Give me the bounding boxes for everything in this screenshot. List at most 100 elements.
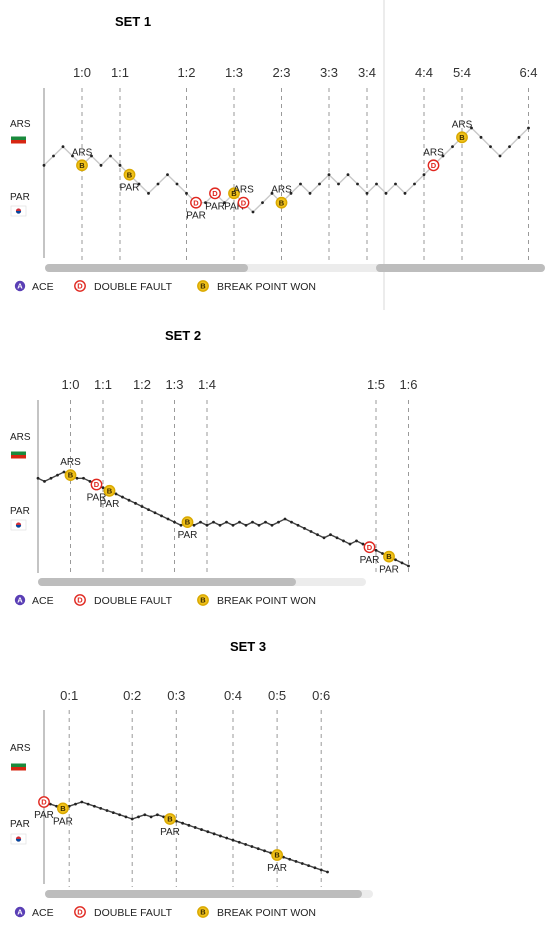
momentum-point (175, 182, 179, 186)
game-score-label: 3:3 (320, 65, 338, 80)
double-fault-icon: D (74, 280, 86, 292)
flag-stripe-white (11, 448, 26, 452)
momentum-point (403, 191, 407, 195)
break-point-icon-letter: B (459, 133, 465, 142)
event-label: PAR (205, 201, 225, 212)
momentum-point (374, 548, 378, 552)
double-fault-icon-letter: D (241, 198, 247, 207)
momentum-point (137, 182, 141, 186)
legend-break-point: BREAK POINT WON (217, 595, 316, 607)
momentum-point (166, 517, 170, 521)
momentum-point (200, 828, 203, 831)
break-point-icon-circle (164, 813, 176, 825)
momentum-point (156, 813, 159, 817)
break-point-icon: B (383, 550, 395, 563)
legend-ace: ACE (32, 281, 54, 293)
set-3-chart: SET 3 ARS PAR 0:1 0:2 0:3 0:4 0:5 0:6 D PAR B PAR B PA… (10, 639, 373, 919)
momentum-point (263, 849, 266, 853)
game-score-label: 0:2 (123, 688, 141, 703)
game-score-label: 0:5 (268, 688, 286, 703)
momentum-point (238, 520, 241, 524)
momentum-point (80, 800, 84, 804)
momentum-point (508, 145, 511, 149)
momentum-point (206, 830, 210, 834)
double-fault-icon: D (363, 541, 376, 554)
momentum-point (361, 542, 365, 546)
ace-icon-circle (14, 906, 26, 918)
momentum-point (218, 523, 222, 527)
momentum-point (365, 191, 369, 195)
game-score-label: 1:5 (367, 377, 385, 392)
momentum-point (441, 154, 445, 158)
double-fault-icon: D (74, 594, 86, 606)
double-fault-icon-circle (74, 594, 86, 606)
momentum-point (329, 533, 332, 537)
break-point-icon: B (181, 516, 194, 529)
event-label: PAR (360, 555, 380, 566)
momentum-point (199, 520, 202, 524)
double-fault-icon-circle (190, 196, 202, 209)
momentum-point (114, 492, 118, 496)
double-fault-icon: D (237, 196, 250, 209)
flag-stripe-green (11, 136, 26, 140)
break-point-icon-circle (197, 594, 209, 606)
legend-ace: ACE (32, 595, 54, 607)
momentum-point (181, 821, 185, 825)
double-fault-icon-letter: D (431, 161, 437, 170)
player-label-par: PAR (10, 819, 30, 830)
game-score-label: 1:4 (198, 377, 216, 392)
momentum-point (413, 182, 416, 186)
legend-double-fault: DOUBLE FAULT (94, 595, 173, 607)
momentum-point (166, 173, 169, 177)
momentum-point (289, 191, 293, 195)
event-label: PAR (34, 810, 54, 821)
korea-flag-icon (10, 519, 27, 531)
break-point-icon-circle (456, 131, 468, 144)
game-score-label: 2:3 (272, 65, 290, 80)
game-score-label: 5:4 (453, 65, 471, 80)
game-score-label: 1:0 (73, 65, 91, 80)
scrollbar-thumb[interactable] (45, 264, 248, 272)
momentum-point (319, 868, 323, 872)
double-fault-icon: D (190, 196, 202, 209)
game-score-label: 0:1 (60, 688, 78, 703)
momentum-point (257, 523, 261, 527)
momentum-point (52, 154, 55, 158)
scrollbar-thumb[interactable] (38, 578, 296, 586)
momentum-point (134, 501, 137, 505)
momentum-point (394, 558, 397, 562)
game-score-label: 1:3 (165, 377, 183, 392)
break-point-icon-circle (275, 196, 288, 209)
momentum-point (299, 182, 302, 186)
momentum-line (43, 801, 328, 873)
flag-stripe-green (11, 451, 26, 455)
break-point-icon: B (197, 906, 209, 918)
momentum-point (99, 806, 103, 810)
momentum-point (356, 182, 359, 186)
flag-stripe-red (11, 455, 26, 459)
momentum-point (143, 813, 147, 817)
legend: A ACE D DOUBLE FAULT B BREAK POINT WON (14, 906, 316, 919)
momentum-point (251, 520, 254, 524)
momentum-point (335, 536, 339, 540)
momentum-point (49, 476, 53, 480)
momentum-point (346, 173, 350, 177)
korea-flag-icon (10, 205, 27, 217)
legend-break-point: BREAK POINT WON (217, 281, 316, 293)
game-score-label: 1:2 (177, 65, 195, 80)
momentum-point (498, 154, 502, 158)
momentum-point (348, 542, 352, 546)
break-point-icon-circle (57, 802, 69, 815)
momentum-point (422, 173, 426, 177)
scrollbar-thumb[interactable] (376, 264, 545, 272)
legend-double-fault: DOUBLE FAULT (94, 281, 173, 293)
momentum-point (90, 154, 93, 158)
break-point-icon-circle (383, 550, 395, 563)
scrollbar-thumb[interactable] (45, 890, 362, 898)
double-fault-icon: D (38, 796, 50, 808)
break-point-icon: B (76, 159, 88, 172)
ace-icon-letter: A (17, 596, 23, 605)
double-fault-icon-letter: D (212, 189, 218, 198)
double-fault-icon: D (209, 187, 221, 200)
